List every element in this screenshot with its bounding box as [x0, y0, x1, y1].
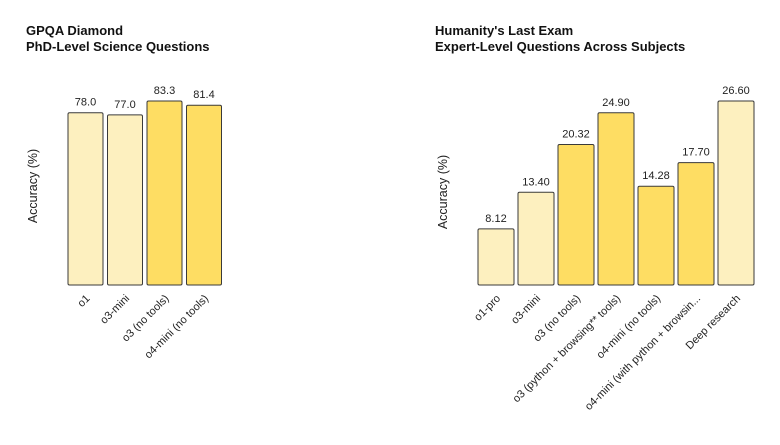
hle-value-label-1: 13.40	[522, 176, 550, 188]
hle-bar-0	[477, 228, 515, 286]
gpqa-category-label-1: o3-mini	[98, 293, 132, 327]
gpqa-y-axis-label: Accuracy (%)	[26, 149, 40, 223]
gpqa-bar-0	[67, 112, 104, 286]
hle-value-label-6: 26.60	[722, 85, 750, 97]
hle-subtitle: Expert-Level Questions Across Subjects	[435, 39, 686, 54]
gpqa-chart-title: GPQA Diamond PhD-Level Science Questions	[26, 23, 210, 55]
hle-bar-1	[517, 191, 555, 286]
hle-bar-2	[557, 143, 595, 286]
hle-bar-3	[597, 112, 635, 286]
gpqa-bar-2	[146, 100, 183, 286]
hle-title: Humanity's Last Exam	[435, 23, 574, 38]
gpqa-subtitle: PhD-Level Science Questions	[26, 39, 210, 54]
hle-value-label-3: 24.90	[602, 97, 630, 109]
hle-y-axis-label: Accuracy (%)	[436, 155, 450, 229]
hle-value-label-5: 17.70	[682, 147, 710, 159]
hle-category-label-0: o1-pro	[472, 293, 503, 324]
gpqa-bar-3	[186, 104, 222, 286]
hle-bar-4	[637, 185, 675, 286]
hle-value-label-2: 20.32	[562, 128, 590, 140]
gpqa-value-label-3: 81.4	[193, 89, 214, 101]
hle-bar-5	[677, 162, 715, 286]
gpqa-value-label-2: 83.3	[154, 85, 175, 97]
hle-bar-6	[717, 100, 755, 286]
gpqa-value-label-0: 78.0	[75, 97, 96, 109]
hle-category-label-1: o3-mini	[509, 293, 543, 327]
hle-chart-title: Humanity's Last Exam Expert-Level Questi…	[435, 23, 685, 55]
hle-value-label-4: 14.28	[642, 170, 670, 182]
gpqa-title: GPQA Diamond	[26, 23, 124, 38]
gpqa-bar-1	[107, 114, 143, 286]
hle-value-label-0: 8.12	[485, 213, 506, 225]
gpqa-value-label-1: 77.0	[114, 99, 135, 111]
gpqa-category-label-0: o1	[75, 293, 92, 310]
